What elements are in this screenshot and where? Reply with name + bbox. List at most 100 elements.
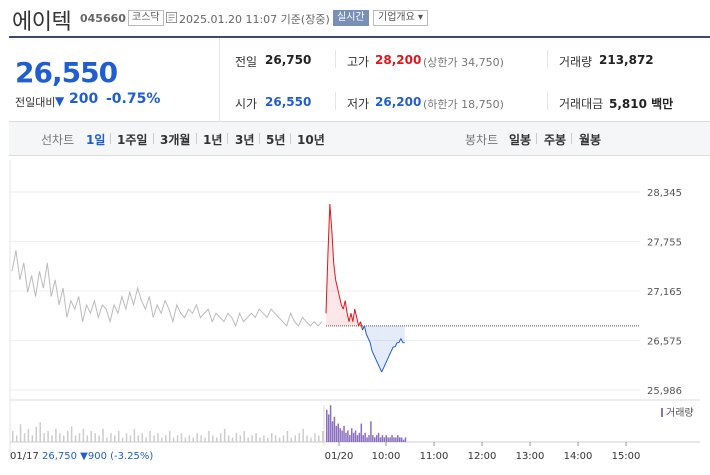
prev-volume-bar <box>98 435 100 442</box>
prev-volume-bar <box>125 433 128 442</box>
price-segment <box>390 346 394 352</box>
prev-volume-bar <box>149 431 151 442</box>
current-price-panel: 26,550 전일대비 ▼ 200 -0.75% <box>9 38 220 122</box>
price-segment <box>325 254 329 314</box>
price-segment <box>329 204 333 230</box>
prev-volume-bar <box>294 435 297 442</box>
market-badge: 코스닥 <box>128 10 164 26</box>
prev-volume-bar <box>216 437 218 442</box>
prev-volume-bar <box>184 437 187 442</box>
prev-volume-bar <box>219 433 222 442</box>
price-segment <box>344 300 348 314</box>
today-volume-bar <box>402 439 405 442</box>
candle-daily[interactable]: 일봉 <box>509 133 532 147</box>
price-segment <box>400 338 404 343</box>
prev-volume-bar <box>129 435 132 442</box>
price-segment <box>377 363 381 369</box>
today-volume-bar <box>385 435 388 442</box>
price-chart[interactable]: 28,345 27,755 27,165 26,575 25,986 거래량 01/17… <box>0 160 710 475</box>
down-arrow-icon: ▼ <box>55 94 65 108</box>
today-volume-bar <box>343 425 345 442</box>
today-volume-bar <box>349 435 351 442</box>
low-value: 26,200 <box>375 95 422 109</box>
lower-limit: (하한가 18,750) <box>423 98 504 111</box>
price-segment <box>365 334 369 339</box>
low-label: 저가 <box>347 97 370 111</box>
period-1y[interactable]: 1년 <box>203 133 223 147</box>
today-volume-bar <box>368 435 370 442</box>
today-volume-bar <box>356 435 359 442</box>
period-5y[interactable]: 5년 <box>266 133 286 147</box>
price-area <box>385 325 388 364</box>
prev-volume-bar <box>247 437 249 442</box>
price-area <box>397 325 399 343</box>
prev-volume-bar <box>94 433 96 442</box>
prev-volume-bar <box>78 433 81 442</box>
prev-volume-bar <box>23 433 26 442</box>
prev-volume-bar <box>106 437 108 442</box>
today-volume-bar <box>375 435 378 442</box>
prev-volume-bar <box>114 435 116 442</box>
period-1d[interactable]: 1일 <box>86 133 106 147</box>
prev-volume-bar <box>86 435 89 442</box>
period-10y[interactable]: 10년 <box>297 133 325 147</box>
today-volume-bar <box>333 416 336 442</box>
price-segment <box>352 309 356 322</box>
volume-label: 거래량 <box>559 55 593 69</box>
today-volume-bar <box>397 435 399 442</box>
price-segment <box>388 350 392 356</box>
price-area <box>383 325 386 368</box>
prev-volume-bar <box>278 437 281 442</box>
candle-monthly[interactable]: 월봉 <box>579 133 602 147</box>
prev-volume-bar <box>208 431 210 442</box>
price-area <box>331 229 334 326</box>
prev-volume-bar <box>322 431 324 442</box>
period-3m[interactable]: 3개월 <box>160 133 191 147</box>
prev-volume-bar <box>27 428 30 442</box>
open-label: 시가 <box>235 97 258 111</box>
price-segment <box>350 313 354 322</box>
prev-volume-bar <box>39 422 41 442</box>
candle-weekly[interactable]: 주봉 <box>544 133 567 147</box>
today-volume-bar <box>391 435 393 442</box>
volume-legend-swatch <box>661 408 663 417</box>
amount-label: 거래대금 <box>559 97 604 111</box>
today-volume-bar <box>398 437 401 442</box>
upper-limit: (상한가 34,750) <box>423 56 504 69</box>
y-tick-label: 27,165 <box>647 287 682 298</box>
today-volume-bar <box>364 432 366 442</box>
high-label: 고가 <box>347 55 370 69</box>
price-area <box>374 325 376 360</box>
price-segment <box>363 325 367 335</box>
company-info-dropdown[interactable]: 기업개요 ▾ <box>373 10 428 26</box>
price-area <box>402 325 405 343</box>
prev-volume-bar <box>51 435 53 442</box>
today-volume-bar <box>381 435 384 442</box>
prev-volume-bar <box>263 435 265 442</box>
price-area <box>379 325 382 373</box>
price-area <box>372 325 374 356</box>
period-1w[interactable]: 1주일 <box>117 133 148 147</box>
today-volume-bar <box>362 435 364 442</box>
prev-volume-bar <box>243 431 246 442</box>
price-segment <box>373 355 377 360</box>
prev-volume-bar <box>70 426 73 442</box>
y-tick-label: 26,575 <box>647 337 682 348</box>
period-3y[interactable]: 3년 <box>235 133 255 147</box>
candle-chart-label: 봉차트 <box>465 133 499 147</box>
y-tick-label: 27,755 <box>647 238 682 249</box>
price-segment <box>327 204 331 255</box>
prev-volume-bar <box>43 433 45 442</box>
today-volume-bar <box>354 430 357 442</box>
prev-volume-bar <box>267 437 269 442</box>
price-area <box>393 325 396 347</box>
realtime-button[interactable]: 실시간 <box>333 10 369 26</box>
prev-day-summary: 26,750 ▼900 (-3.25%) <box>42 451 153 462</box>
price-area <box>366 325 369 339</box>
price-area <box>391 325 394 352</box>
prev-volume-bar <box>223 428 226 442</box>
prev-volume-bar <box>63 435 65 442</box>
today-volume-bar <box>345 432 347 442</box>
prev-volume-bar <box>102 428 104 442</box>
prev-volume-bar <box>82 428 85 442</box>
